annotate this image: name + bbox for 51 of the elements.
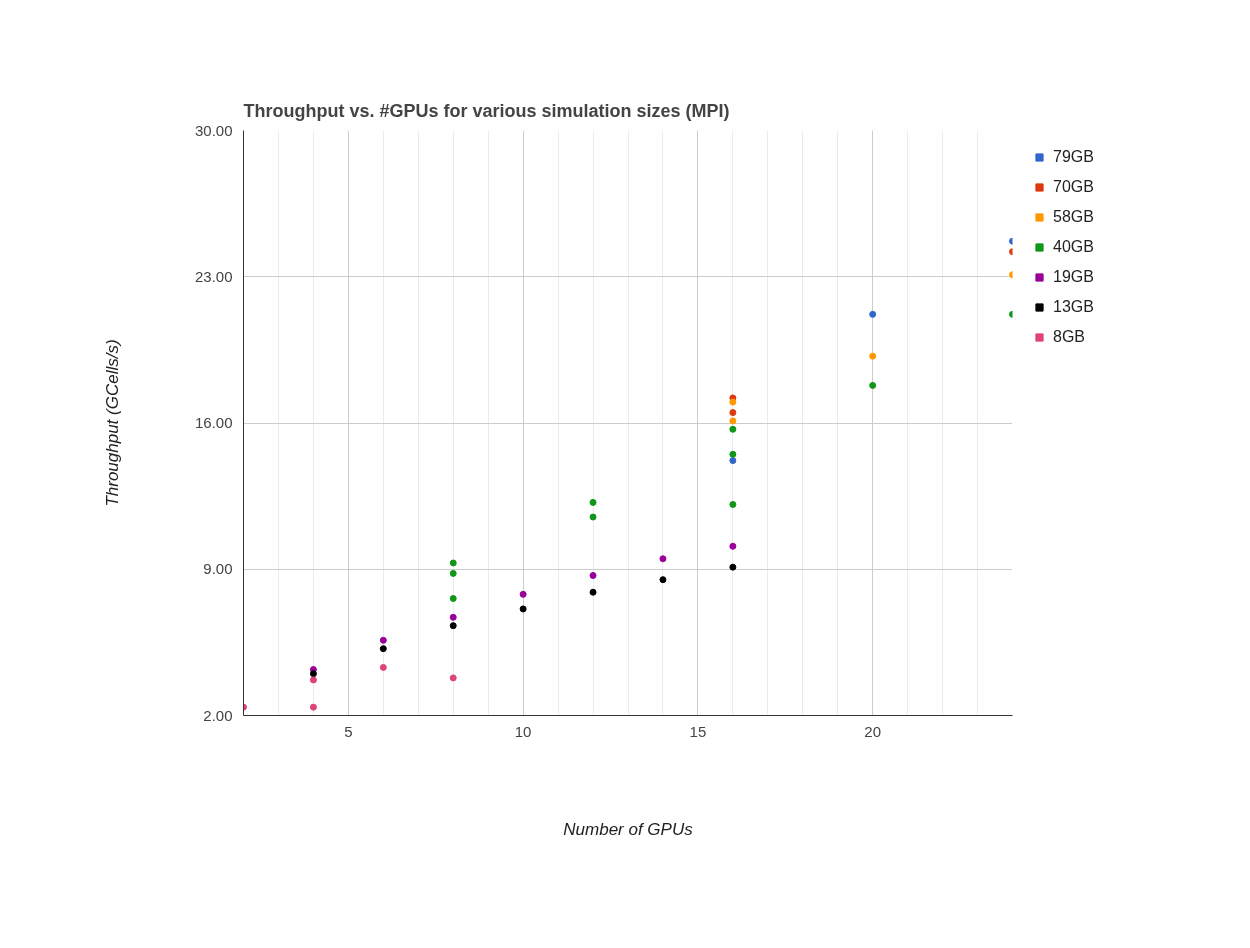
y-tick-label: 30.00 <box>194 121 233 139</box>
point <box>729 457 737 465</box>
legend-label: 19GB <box>1053 268 1094 286</box>
y-tick-label: 23.00 <box>194 267 233 285</box>
point <box>519 605 527 613</box>
point <box>659 555 667 563</box>
point <box>729 417 737 425</box>
legend-label: 8GB <box>1053 328 1086 346</box>
y-axis-title: Throughput (GCells/s) <box>102 339 122 507</box>
legend-label: 13GB <box>1053 298 1094 316</box>
x-tick-label: 10 <box>514 722 532 740</box>
point <box>519 590 527 598</box>
point <box>309 670 317 678</box>
point <box>449 569 457 577</box>
point <box>379 645 387 653</box>
legend-label: 79GB <box>1053 148 1094 166</box>
chart-title: Throughput vs. #GPUs for various simulation sizes (MPI) <box>243 100 730 121</box>
point <box>589 572 597 580</box>
point <box>729 425 737 433</box>
legend-label: 40GB <box>1053 238 1094 256</box>
x-tick-label: 15 <box>689 722 707 740</box>
point <box>869 352 877 360</box>
point <box>659 576 667 584</box>
point <box>379 663 387 671</box>
point <box>589 513 597 521</box>
point <box>729 398 737 406</box>
point <box>449 674 457 682</box>
x-tick-label: 5 <box>344 722 353 740</box>
point <box>449 613 457 621</box>
point <box>589 498 597 506</box>
legend-label: 70GB <box>1053 178 1094 196</box>
point <box>869 310 877 318</box>
point <box>449 595 457 602</box>
point <box>449 559 457 567</box>
point <box>589 588 597 596</box>
point <box>869 381 877 389</box>
point <box>379 636 387 644</box>
point <box>729 409 737 417</box>
legend-label: 58GB <box>1053 208 1094 226</box>
point <box>309 676 317 684</box>
x-axis-title: Number of GPUs <box>563 819 694 839</box>
point <box>729 450 737 458</box>
x-tick-label: 20 <box>864 722 882 740</box>
y-tick-label: 16.00 <box>194 414 233 431</box>
point <box>729 542 737 550</box>
y-tick-label: 9.00 <box>203 560 233 578</box>
point <box>729 500 737 508</box>
point <box>729 563 737 571</box>
point <box>309 703 317 711</box>
point <box>449 622 457 630</box>
y-tick-label: 2.00 <box>203 706 233 724</box>
